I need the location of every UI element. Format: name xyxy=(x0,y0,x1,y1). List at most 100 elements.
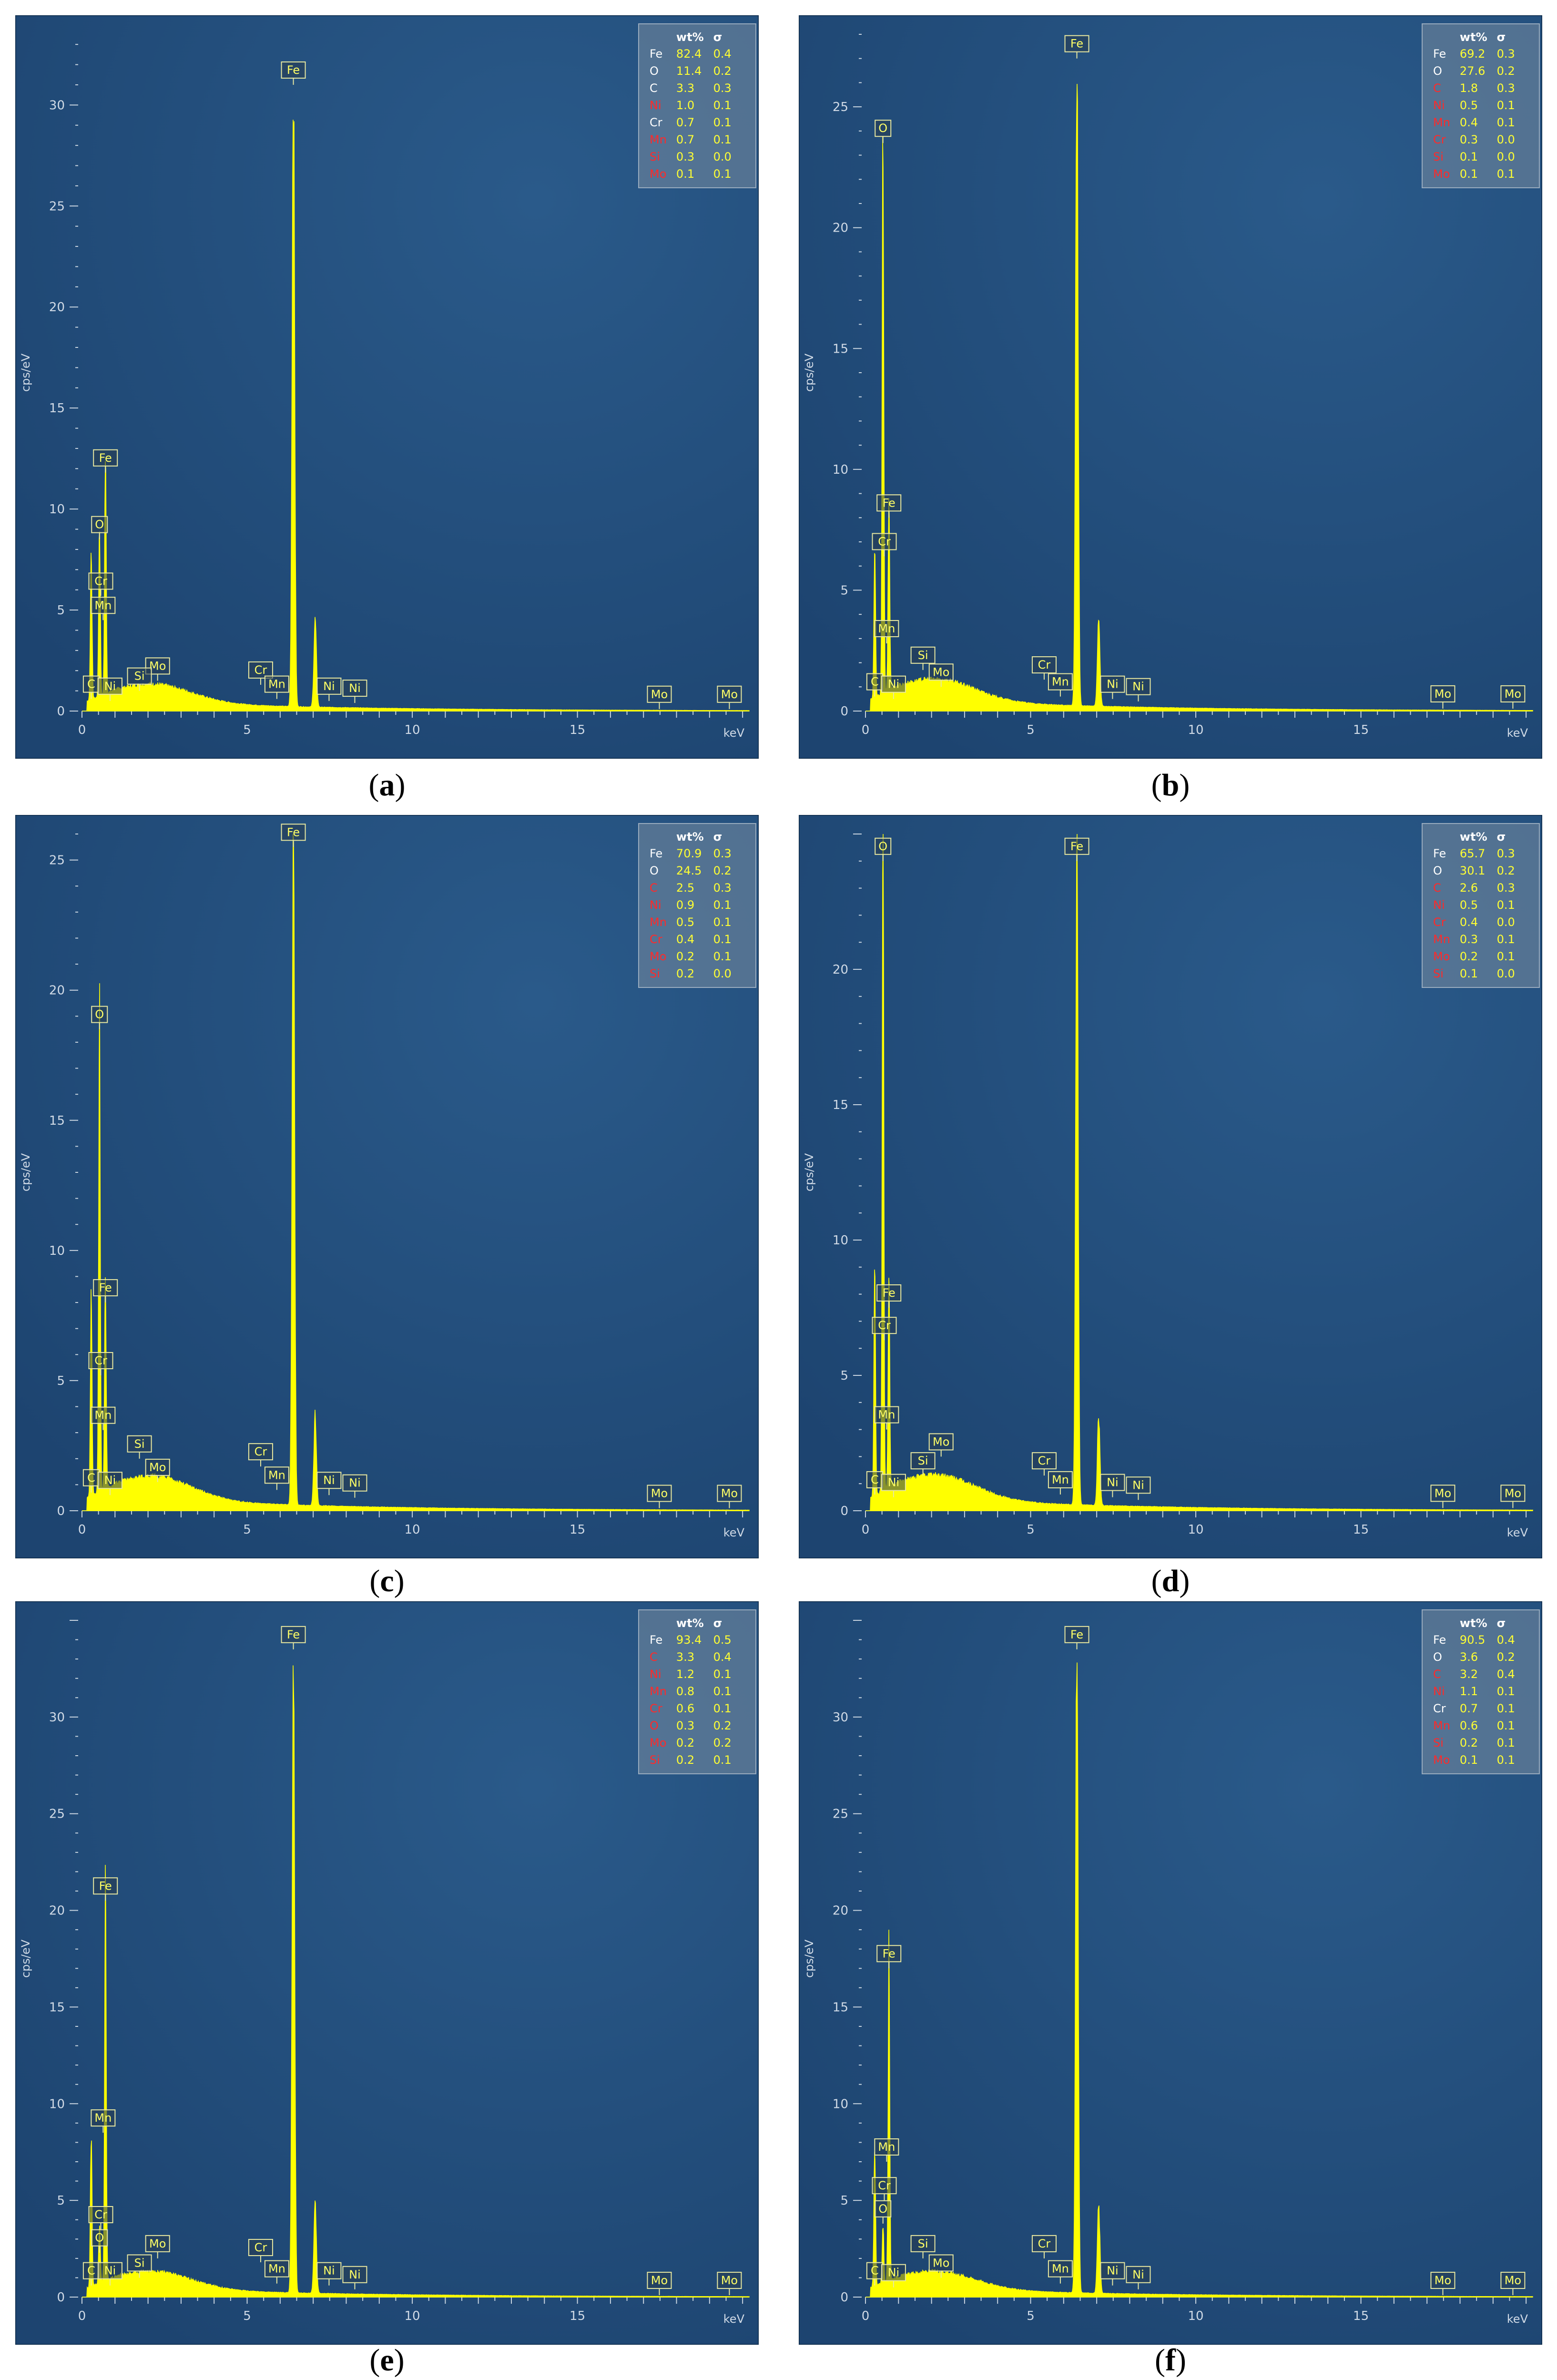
y-tick-label: 25 xyxy=(833,100,848,114)
y-tick-label: 5 xyxy=(840,583,848,598)
sigma-header: σ xyxy=(1496,1617,1506,1630)
peak-label: Ni xyxy=(342,2266,367,2289)
sigma-header: σ xyxy=(713,830,723,844)
sigma-value: 0.0 xyxy=(1496,915,1515,929)
wt-percent-value: 30.1 xyxy=(1459,864,1486,877)
spectrum-area xyxy=(865,83,1533,712)
x-tick-label: 5 xyxy=(1027,1523,1035,1537)
peak-label: Ni xyxy=(316,677,342,701)
composition-row: Mo 0.1 0.1 xyxy=(645,165,736,183)
peak-label: Mn xyxy=(1048,673,1073,697)
element-symbol: Si xyxy=(650,1753,660,1767)
x-tick-label: 15 xyxy=(570,2309,585,2323)
wt-percent-value: 0.5 xyxy=(676,915,695,929)
peak-label-box xyxy=(928,2254,954,2272)
peak-label-text: Fe xyxy=(1070,840,1083,853)
peak-label-box xyxy=(91,516,108,533)
plot-background xyxy=(15,1601,759,2345)
composition-row: Ni 0.5 0.1 xyxy=(1428,97,1520,114)
peak-label-text: Mo xyxy=(933,665,949,679)
peak-label: Cr xyxy=(248,2238,273,2262)
y-tick-label: 10 xyxy=(49,1244,65,1258)
composition-row: C 1.8 0.3 xyxy=(1428,80,1520,97)
composition-row: O 27.6 0.2 xyxy=(1428,62,1520,80)
spectrum-panel-e: 0 5 10 15 keV 0 5 10 15 20 25 30 cps/eV Fe Fe Mn Cr O Mo Cr… xyxy=(15,1601,759,2345)
wt-percent-value: 0.2 xyxy=(1459,950,1478,963)
peak-label: Si xyxy=(127,1435,152,1459)
element-symbol: Ni xyxy=(1433,1685,1445,1698)
peak-label-box xyxy=(876,494,902,512)
peak-label-text: C xyxy=(87,2264,95,2278)
element-symbol: Si xyxy=(1433,967,1444,980)
element-symbol: C xyxy=(650,1650,658,1664)
peak-label-text: Cr xyxy=(94,574,107,588)
peak-label: Fe xyxy=(281,1626,306,1649)
element-symbol: Mn xyxy=(650,133,667,146)
panel-caption-b: (b) xyxy=(1123,767,1218,804)
wt-header: wt% xyxy=(676,1617,704,1630)
peak-label: Cr xyxy=(88,2206,113,2229)
spectrum-panel-d: 0 5 10 15 keV 0 5 10 15 20 cps/eV O Fe Fe Cr Mn Mo Si Cr Mn… xyxy=(799,815,1542,1558)
wt-percent-value: 0.1 xyxy=(1459,167,1478,181)
sigma-value: 0.0 xyxy=(1496,133,1515,146)
wt-percent-value: 1.8 xyxy=(1459,81,1478,95)
element-symbol: Mn xyxy=(1433,116,1450,129)
peak-label-text: O xyxy=(878,840,887,853)
element-symbol: Mo xyxy=(650,1736,667,1749)
peak-label-text: Mo xyxy=(1435,687,1451,701)
composition-row: C 2.5 0.3 xyxy=(645,879,736,896)
peak-label-box xyxy=(127,1435,152,1453)
y-tick-label: 20 xyxy=(833,221,848,235)
element-symbol: Mo xyxy=(650,950,667,963)
peak-label-box xyxy=(1031,656,1057,674)
peak-label: Mo xyxy=(1430,1485,1455,1508)
composition-row: Fe 82.4 0.4 xyxy=(645,45,736,62)
sigma-value: 0.1 xyxy=(713,1668,732,1681)
peak-label-text: Ni xyxy=(1107,678,1119,691)
x-tick-label: 0 xyxy=(78,723,86,737)
element-symbol: Cr xyxy=(650,116,662,129)
peak-label: O xyxy=(91,2229,108,2253)
peak-label-box xyxy=(1100,1474,1125,1491)
peak-label-text: Si xyxy=(918,2237,928,2250)
peak-label-text: Mo xyxy=(1435,2274,1451,2287)
spectrum-panel-a: 0 5 10 15 keV 0 5 10 15 20 25 30 cps/eV Fe Fe O Cr Mn Mo Si… xyxy=(15,15,759,759)
x-tick-label: 0 xyxy=(78,2309,86,2323)
caption-open-paren: ( xyxy=(1151,768,1162,803)
sigma-value: 0.4 xyxy=(713,1650,732,1664)
peak-label-box xyxy=(866,2262,883,2279)
caption-close-paren: ) xyxy=(394,1564,405,1598)
x-axis-label: keV xyxy=(1507,726,1528,740)
peak-label-box xyxy=(91,2109,116,2127)
peak-label: Mo xyxy=(1430,685,1455,709)
sigma-value: 0.0 xyxy=(1496,967,1515,980)
sigma-value: 0.1 xyxy=(1496,1753,1515,1767)
peak-label-box xyxy=(876,1945,902,1963)
sigma-value: 0.4 xyxy=(713,47,732,61)
peak-label-box xyxy=(874,620,899,637)
peak-label-text: Ni xyxy=(349,2268,361,2281)
peak-label-box xyxy=(97,2262,122,2279)
x-tick-label: 10 xyxy=(1188,2309,1204,2323)
peak-label-box xyxy=(91,2229,108,2247)
peak-label: Ni xyxy=(881,2264,906,2288)
caption-open-paren: ( xyxy=(369,2343,380,2378)
peak-label-text: Mo xyxy=(149,659,166,672)
sigma-value: 0.3 xyxy=(1496,81,1515,95)
sigma-value: 0.3 xyxy=(1496,847,1515,860)
wt-percent-value: 2.5 xyxy=(676,881,695,895)
x-tick-label: 5 xyxy=(243,2309,251,2323)
composition-row: Fe 90.5 0.4 xyxy=(1428,1631,1520,1648)
y-tick-label: 20 xyxy=(49,984,65,998)
sigma-value: 0.1 xyxy=(713,933,732,946)
peak-label-text: Mo xyxy=(721,2274,738,2287)
plot-background xyxy=(799,1601,1542,2345)
sigma-header: σ xyxy=(713,1617,723,1630)
sigma-value: 0.1 xyxy=(1496,1702,1515,1715)
peak-label: C xyxy=(82,675,100,699)
spectrum-area xyxy=(82,120,750,712)
composition-row: Ni 1.1 0.1 xyxy=(1428,1683,1520,1700)
peak-label-box xyxy=(647,685,672,703)
peak-label-box xyxy=(97,1472,122,1489)
sigma-value: 0.2 xyxy=(1496,864,1515,877)
